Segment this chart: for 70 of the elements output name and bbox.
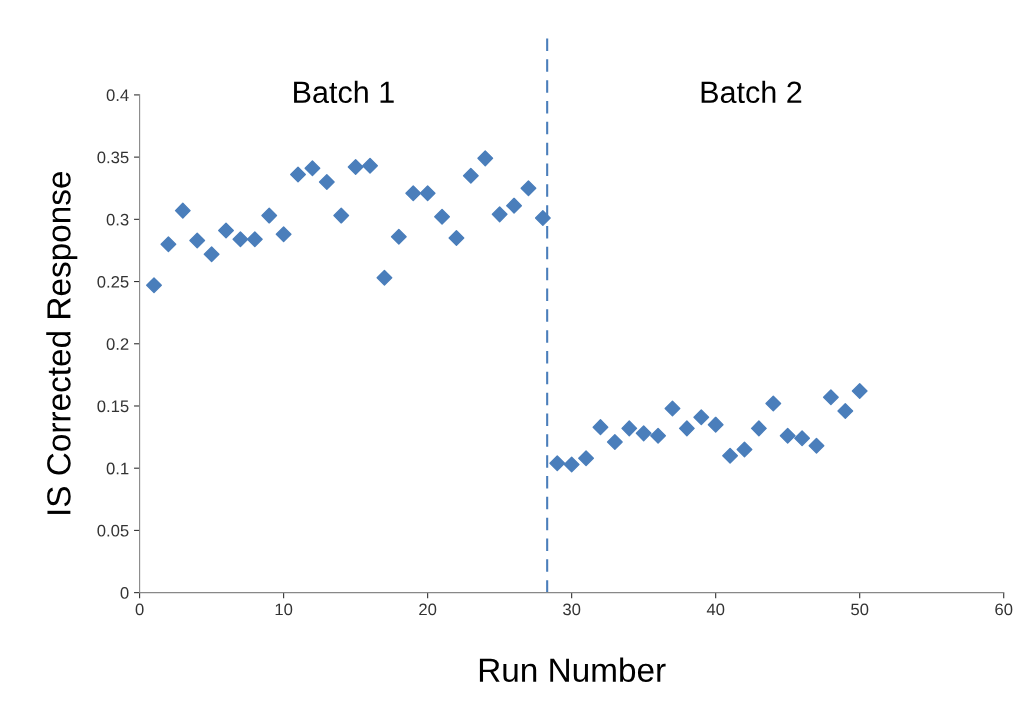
point [563,456,580,473]
point [765,395,782,412]
point [635,425,652,442]
point [822,389,839,406]
point [434,208,451,225]
x-tick-label: 10 [275,603,293,616]
y-tick-label: 0.3 [106,213,129,226]
point [405,185,422,202]
point [534,210,551,227]
point [290,166,307,183]
y-tick-label: 0 [120,587,129,599]
point [189,232,206,249]
point [707,416,724,433]
point [520,180,537,197]
point [390,228,407,245]
point [578,450,595,467]
point [160,236,177,253]
point [218,222,234,239]
point [851,383,868,400]
point [606,434,623,451]
point [837,402,854,419]
point [347,159,364,176]
y-tick-label: 0.25 [97,275,129,288]
point [650,427,667,444]
point [678,420,695,437]
point [621,420,638,437]
point [376,269,393,286]
x-tick-label: 60 [995,603,1013,616]
point [750,420,767,437]
point [794,430,811,447]
point [506,197,523,214]
point [722,447,739,464]
point [246,231,263,248]
y-tick-label: 0.05 [97,524,129,537]
point [779,427,796,444]
point [448,230,465,246]
x-tick-label: 50 [851,603,869,616]
x-tick-label: 0 [135,603,144,616]
point [318,174,335,190]
point [592,419,609,436]
point [232,231,249,248]
y-axis-title: IS Corrected Response [46,172,78,514]
point [275,226,292,243]
x-tick-label: 30 [563,603,581,616]
point [203,246,220,263]
point [491,206,508,223]
point [174,202,191,219]
y-tick-label: 0.2 [106,338,129,350]
point [664,400,681,417]
y-tick-label: 0.4 [106,89,129,102]
x-axis-title: Run Number [479,657,666,682]
point [333,207,350,224]
point [736,441,753,458]
y-tick-label: 0.35 [97,151,129,164]
annotation: Batch 2 [701,80,802,104]
annotation: Batch 1 [294,80,394,104]
point [261,207,278,224]
y-tick-label: 0.15 [97,400,129,413]
point [808,437,825,454]
y-tick-label: 0.1 [106,462,129,475]
point [304,160,321,177]
point [549,455,566,472]
point [146,277,162,294]
x-tick-label: 40 [706,603,725,616]
x-tick-label: 20 [419,603,437,616]
point [462,167,479,184]
point [477,150,494,167]
point [362,157,379,174]
point [693,409,710,426]
point [419,185,436,202]
